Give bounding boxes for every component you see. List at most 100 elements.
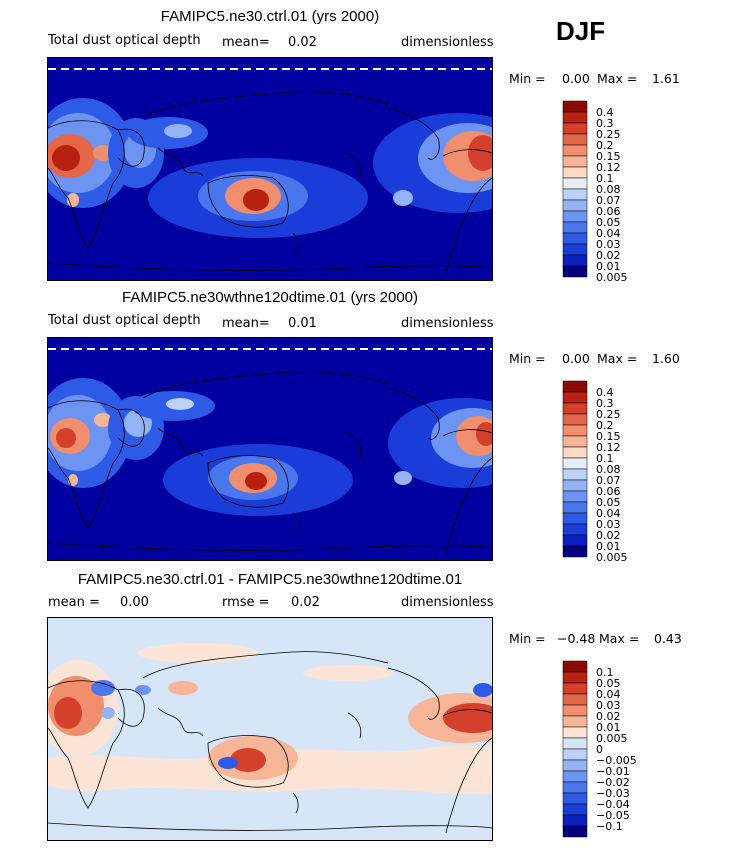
colorbar-swatch bbox=[562, 155, 588, 168]
colorbar-tick-label: 0.1 bbox=[596, 666, 614, 679]
diff-australia bbox=[208, 736, 298, 780]
panel-2-units: dimensionless bbox=[401, 316, 494, 331]
colorbar-tick-label: −0.03 bbox=[596, 787, 630, 800]
colorbar-tick-label: 0.07 bbox=[596, 474, 621, 487]
colorbar-swatch bbox=[562, 446, 588, 459]
panel-1-colorbar-svg: 0.40.30.250.20.150.120.10.080.070.060.05… bbox=[562, 100, 628, 284]
colorbar-tick-label: 0.05 bbox=[596, 496, 621, 509]
colorbar-swatch bbox=[562, 457, 588, 470]
colorbar-swatch bbox=[562, 391, 588, 404]
colorbar-swatch bbox=[562, 748, 588, 761]
colorbar-swatch bbox=[562, 545, 588, 558]
colorbar-tick-label: 0.02 bbox=[596, 529, 621, 542]
colorbar-tick-label: 0.04 bbox=[596, 507, 621, 520]
colorbar-swatch bbox=[562, 682, 588, 695]
colorbar-swatch bbox=[562, 210, 588, 223]
colorbar-swatch bbox=[562, 479, 588, 492]
colorbar-tick-label: 0.005 bbox=[596, 271, 628, 284]
panel-1-map bbox=[47, 57, 493, 281]
panel-3-max-label: Max = bbox=[599, 631, 640, 646]
colorbar-tick-label: 0.12 bbox=[596, 441, 621, 454]
colorbar-tick-label: 0.03 bbox=[596, 238, 621, 251]
colorbar-swatch bbox=[562, 265, 588, 278]
colorbar-tick-label: 0.01 bbox=[596, 540, 621, 553]
panel-1-min-value: 0.00 bbox=[562, 71, 590, 86]
colorbar-swatch bbox=[562, 424, 588, 437]
colorbar-tick-label: 0.1 bbox=[596, 172, 614, 185]
coastlines bbox=[48, 91, 492, 274]
colorbar-swatch bbox=[562, 199, 588, 212]
colorbar-swatch bbox=[562, 490, 588, 503]
colorbar-swatch bbox=[562, 221, 588, 234]
dust-plume-arabia-asia bbox=[108, 391, 215, 460]
panel-2-colorbar-svg: 0.40.30.250.20.150.120.10.080.070.060.05… bbox=[562, 380, 628, 564]
colorbar-swatch bbox=[562, 792, 588, 805]
colorbar-tick-label: 0.02 bbox=[596, 710, 621, 723]
colorbar-tick-label: 0.15 bbox=[596, 430, 621, 443]
colorbar-swatch bbox=[562, 726, 588, 739]
panel-3-mean-label: mean = bbox=[48, 595, 100, 610]
panel-1-variable: Total dust optical depth bbox=[48, 33, 201, 48]
diff-south-america bbox=[408, 683, 492, 743]
colorbar-swatch bbox=[562, 111, 588, 124]
dust-plume-africa bbox=[48, 98, 133, 208]
colorbar-tick-label: 0.1 bbox=[596, 452, 614, 465]
colorbar-swatch bbox=[562, 243, 588, 256]
colorbar-swatch bbox=[562, 144, 588, 157]
colorbar-swatch bbox=[562, 715, 588, 728]
colorbar-swatch bbox=[562, 177, 588, 190]
colorbar-tick-label: 0.08 bbox=[596, 463, 621, 476]
colorbar-swatch bbox=[562, 512, 588, 525]
colorbar-swatch bbox=[562, 232, 588, 245]
colorbar-swatch bbox=[562, 770, 588, 783]
panel-3-min-value: −0.48 bbox=[557, 631, 596, 646]
colorbar-tick-label: 0.08 bbox=[596, 183, 621, 196]
colorbar-tick-label: 0.07 bbox=[596, 194, 621, 207]
colorbar-swatch bbox=[562, 781, 588, 794]
colorbar-swatch bbox=[562, 413, 588, 426]
panel-2-variable: Total dust optical depth bbox=[48, 313, 201, 328]
colorbar-tick-label: 0.05 bbox=[596, 677, 621, 690]
colorbar-swatch bbox=[562, 133, 588, 146]
panel-2-mean-label: mean= bbox=[222, 316, 270, 331]
panel-2-mean-value: 0.01 bbox=[288, 316, 317, 331]
colorbar-swatch bbox=[562, 704, 588, 717]
colorbar-tick-label: 0.03 bbox=[596, 518, 621, 531]
panel-3-colorbar: 0.1 0.05 0.04 0.03 0.02 0.01 0.005 0 −0.005 −0.01… bbox=[562, 660, 652, 838]
colorbar-tick-label: 0 bbox=[596, 743, 603, 756]
colorbar-tick-label: 0.06 bbox=[596, 205, 621, 218]
panel-2-max-value: 1.60 bbox=[652, 351, 680, 366]
colorbar-swatch bbox=[562, 254, 588, 267]
colorbar-tick-label: 0.03 bbox=[596, 699, 621, 712]
colorbar-swatch bbox=[562, 402, 588, 415]
colorbar-swatch bbox=[562, 825, 588, 838]
panel-2-map bbox=[47, 337, 493, 561]
colorbar-swatch bbox=[562, 188, 588, 201]
panel-1-mean-value: 0.02 bbox=[288, 35, 317, 50]
colorbar-tick-label: 0.3 bbox=[596, 117, 614, 130]
colorbar-swatch bbox=[562, 814, 588, 827]
colorbar-tick-label: −0.1 bbox=[596, 820, 623, 833]
panel-3-map bbox=[47, 617, 493, 841]
panel-1-min-label: Min = bbox=[509, 71, 546, 86]
colorbar-swatch bbox=[562, 501, 588, 514]
colorbar-tick-label: 0.2 bbox=[596, 139, 614, 152]
colorbar-tick-label: 0.15 bbox=[596, 150, 621, 163]
diff-africa bbox=[48, 660, 198, 756]
colorbar-tick-label: 0.04 bbox=[596, 227, 621, 240]
panel-3-min-label: Min = bbox=[509, 631, 546, 646]
dust-plume-south-america bbox=[373, 113, 492, 213]
coastlines bbox=[48, 371, 492, 554]
panel-1-title: FAMIPC5.ne30.ctrl.01 (yrs 2000) bbox=[160, 8, 380, 25]
panel-1-max-label: Max = bbox=[597, 71, 638, 86]
colorbar-tick-label: −0.04 bbox=[596, 798, 630, 811]
colorbar-tick-label: 0.05 bbox=[596, 216, 621, 229]
season-label: DJF bbox=[556, 16, 606, 46]
panel-2-colorbar: 0.4 0.3 0.25 0.2 0.15 0.12 0.1 0.08 0.07 0.06 0.05… bbox=[562, 380, 642, 564]
colorbar-tick-label: 0.4 bbox=[596, 106, 614, 119]
colorbar-swatch bbox=[562, 100, 588, 113]
panel-3-mean-value: 0.00 bbox=[120, 595, 149, 610]
colorbar-swatch bbox=[562, 435, 588, 448]
colorbar-tick-label: 0.2 bbox=[596, 419, 614, 432]
panel-3-rmse-value: 0.02 bbox=[291, 595, 320, 610]
